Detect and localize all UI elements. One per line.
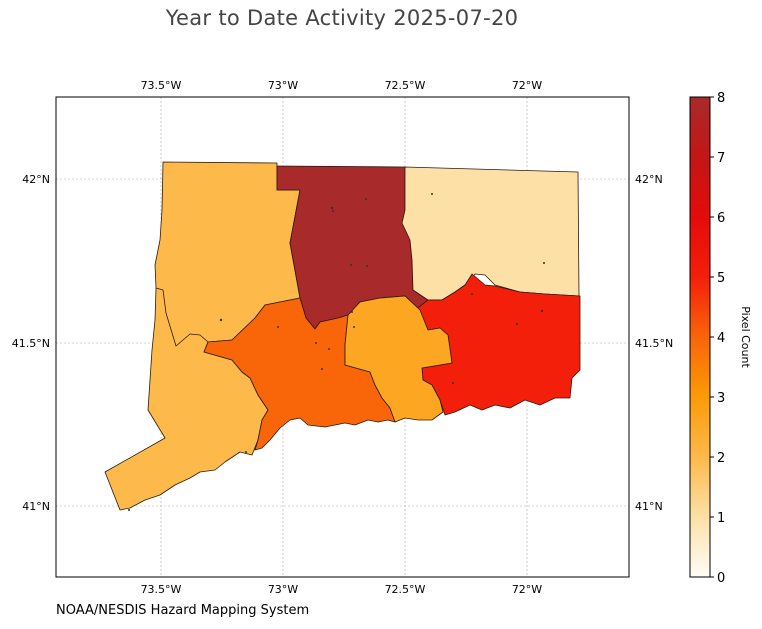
lon-tick-bottom: 73°W [268, 583, 298, 596]
colorbar-tick-label: 5 [717, 271, 725, 286]
colorbar-label: Pixel Count [739, 306, 752, 368]
point-marker [452, 382, 454, 384]
lon-tick-bottom: 72.5°W [385, 583, 426, 596]
point-marker [330, 206, 334, 210]
point-marker [315, 342, 317, 344]
lon-tick-top: 73.5°W [141, 79, 182, 92]
colorbar-tick-label: 7 [717, 151, 725, 166]
lon-tick-top: 73°W [268, 79, 298, 92]
colorbar-tick-label: 1 [717, 511, 725, 526]
lon-tick-top: 72.5°W [385, 79, 426, 92]
point-marker [328, 348, 330, 350]
point-marker [321, 368, 323, 370]
lat-tick-left: 41.5°N [12, 337, 50, 350]
colorbar-tick-label: 2 [717, 451, 725, 466]
point-marker [365, 198, 367, 200]
point-marker [543, 262, 545, 264]
regions [104, 161, 581, 511]
credit-text: NOAA/NESDIS Hazard Mapping System [56, 603, 310, 618]
lat-tick-right: 41°N [635, 500, 663, 513]
lon-tick-top: 72°W [512, 79, 542, 92]
point-marker [516, 323, 518, 325]
chart-title: Year to Date Activity 2025-07-20 [165, 6, 519, 30]
lon-tick-bottom: 72°W [512, 583, 542, 596]
lon-tick-bottom: 73.5°W [141, 583, 182, 596]
region-new-haven [203, 297, 396, 451]
point-marker [471, 293, 473, 295]
region-middlesex [344, 295, 453, 423]
point-marker [128, 509, 130, 511]
point-marker [353, 326, 355, 328]
colorbar-ticks [710, 96, 714, 578]
colorbar-tick-label: 8 [717, 91, 725, 106]
lat-tick-right: 41.5°N [635, 337, 673, 350]
point-marker [431, 193, 433, 195]
point-marker [350, 264, 352, 266]
lat-tick-left: 42°N [22, 173, 50, 186]
map-frame-border [55, 96, 630, 578]
point-marker [351, 311, 353, 313]
region-tolland-windham [401, 166, 580, 301]
point-marker [366, 265, 368, 267]
point-marker [219, 318, 223, 322]
point-marker [245, 451, 247, 453]
colorbar [689, 96, 711, 578]
point-marker [277, 326, 279, 328]
lat-tick-right: 42°N [635, 173, 663, 186]
colorbar-tick-label: 6 [717, 211, 725, 226]
colorbar-tick-label: 4 [717, 331, 725, 346]
colorbar-tick-label: 0 [717, 571, 725, 586]
lat-tick-left: 41°N [22, 500, 50, 513]
point-marker [332, 210, 334, 212]
colorbar-tick-label: 3 [717, 391, 725, 406]
point-markers [128, 193, 545, 511]
point-marker [540, 309, 544, 313]
